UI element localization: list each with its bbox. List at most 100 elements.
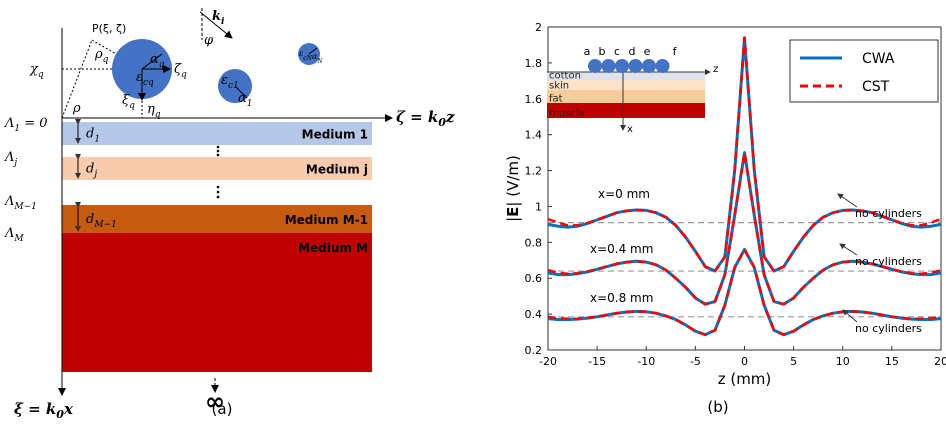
label-sub: q (159, 60, 165, 70)
annotation-arrow (837, 193, 858, 208)
label-after: z (445, 108, 455, 126)
medium-label: Medium M (298, 241, 368, 255)
label-sub: M (13, 234, 24, 244)
y-axis-label-bold: E (504, 207, 522, 217)
series-line (547, 248, 942, 336)
label-sub: 1 (14, 124, 20, 134)
x-tick-label: 15 (885, 355, 899, 368)
inset-layer (547, 80, 705, 90)
boundary-label: Λ1 = 0 (4, 116, 48, 134)
label-sub: j (12, 158, 17, 168)
chi-q-label: χq (29, 62, 44, 80)
xi-q-label: ξq (122, 93, 135, 111)
reference-label: no cylinders (855, 207, 922, 220)
inset-cylinder-label: c (614, 45, 620, 58)
y-tick-label: 1.8 (525, 57, 543, 70)
medium-label: Medium M-1 (285, 213, 368, 227)
y-tick-label: 0.6 (525, 272, 543, 285)
zeta-axis-label: ζ = k0z (396, 108, 455, 129)
inset-cylinder-label: b (599, 45, 606, 58)
inset-cylinder (655, 59, 670, 73)
label-main: ρ (94, 47, 103, 62)
ellipsis (216, 145, 220, 199)
series-line (547, 36, 942, 273)
label-main: ε (299, 49, 303, 58)
rho-line (61, 39, 93, 119)
inset-layer (547, 103, 705, 118)
label-sub: cN (303, 55, 312, 62)
y-tick-label: 2 (535, 21, 542, 34)
label-sub: M−1 (13, 202, 36, 212)
legend-label: CST (862, 79, 890, 95)
incident-arrow (199, 11, 233, 39)
y-tick-label: 1.6 (525, 93, 543, 106)
x-tick-label: -10 (637, 355, 655, 368)
inset-layer (547, 90, 705, 103)
x-tick-label: 0 (741, 355, 748, 368)
curve-label: x=0 mm (598, 187, 650, 201)
curve-label: x=0.4 mm (590, 242, 653, 256)
zeta-q-label: ζq (174, 62, 187, 80)
alpha-n-label: αN (312, 52, 323, 65)
label-sub: q (38, 70, 44, 80)
eps-cq-label: εcq (136, 70, 154, 88)
annotation-arrow (839, 243, 858, 256)
label-sub: q (155, 110, 161, 120)
xi-axis-label: ξ = k0x (14, 400, 74, 421)
inset-cylinder-label: a (584, 45, 591, 58)
medium-layer (62, 233, 372, 372)
label-sub: i (221, 17, 225, 27)
medium-label: Medium j (306, 163, 368, 177)
medium-layer (62, 122, 372, 145)
medium-label: Medium 1 (302, 128, 368, 142)
inset-cylinder (628, 59, 643, 73)
label-main: ε (221, 73, 228, 88)
inset-cylinder-label: d (629, 45, 636, 58)
curve-label: x=0.8 mm (590, 291, 653, 305)
x-tick-label: 20 (934, 355, 946, 368)
label-main: ζ (174, 62, 182, 77)
annotation-arrow (842, 309, 858, 323)
y-tick-label: 0.2 (525, 344, 543, 357)
eps-cn-label: εcN (299, 49, 313, 62)
thickness-label: dj (86, 162, 97, 180)
x-tick-label: 5 (790, 355, 797, 368)
y-tick-label: 0.8 (525, 236, 543, 249)
rho-label: ρ (72, 101, 81, 116)
y-axis-label-pre: | (504, 217, 522, 222)
y-tick-label: 1.2 (525, 165, 543, 178)
eta-q-label: ηq (147, 102, 161, 120)
thickness-label: d1 (86, 127, 100, 145)
inset-layer-label: muscle (549, 109, 585, 120)
label-main: α (150, 52, 159, 67)
rho-q-label: ρq (94, 47, 109, 65)
label-sub: 1 (247, 99, 253, 109)
label-main: Λ (4, 150, 14, 165)
label-sub: c1 (228, 81, 239, 91)
label-after: = 0 (20, 116, 47, 131)
label-sub: cq (143, 78, 154, 88)
label-main: k (212, 9, 221, 24)
label-sub: 0 (56, 408, 64, 421)
label-sub: M−1 (93, 220, 116, 230)
inset-z-label: z (713, 64, 718, 75)
boundary-label: ΛM (4, 226, 24, 244)
inset-cylinder-label: e (644, 45, 651, 58)
inset-cylinder (601, 59, 616, 73)
caption: (b) (707, 398, 728, 416)
inset-x-label: x (627, 124, 633, 135)
caption: (a) (212, 400, 233, 418)
x-tick-label: 10 (836, 355, 850, 368)
alpha-q-label: αq (150, 52, 165, 70)
label-sub: q (181, 70, 187, 80)
inset-cylinder (588, 59, 602, 73)
label-main: ξ = k (14, 400, 56, 418)
inset-cylinder (642, 59, 656, 73)
x-tick-label: -5 (690, 355, 701, 368)
reference-label: no cylinders (855, 322, 922, 335)
inset-layer-label: fat (549, 94, 563, 105)
point-label: P(ξ, ζ) (92, 22, 126, 35)
inset-cylinder (615, 59, 629, 73)
label-main: Λ (4, 226, 14, 241)
